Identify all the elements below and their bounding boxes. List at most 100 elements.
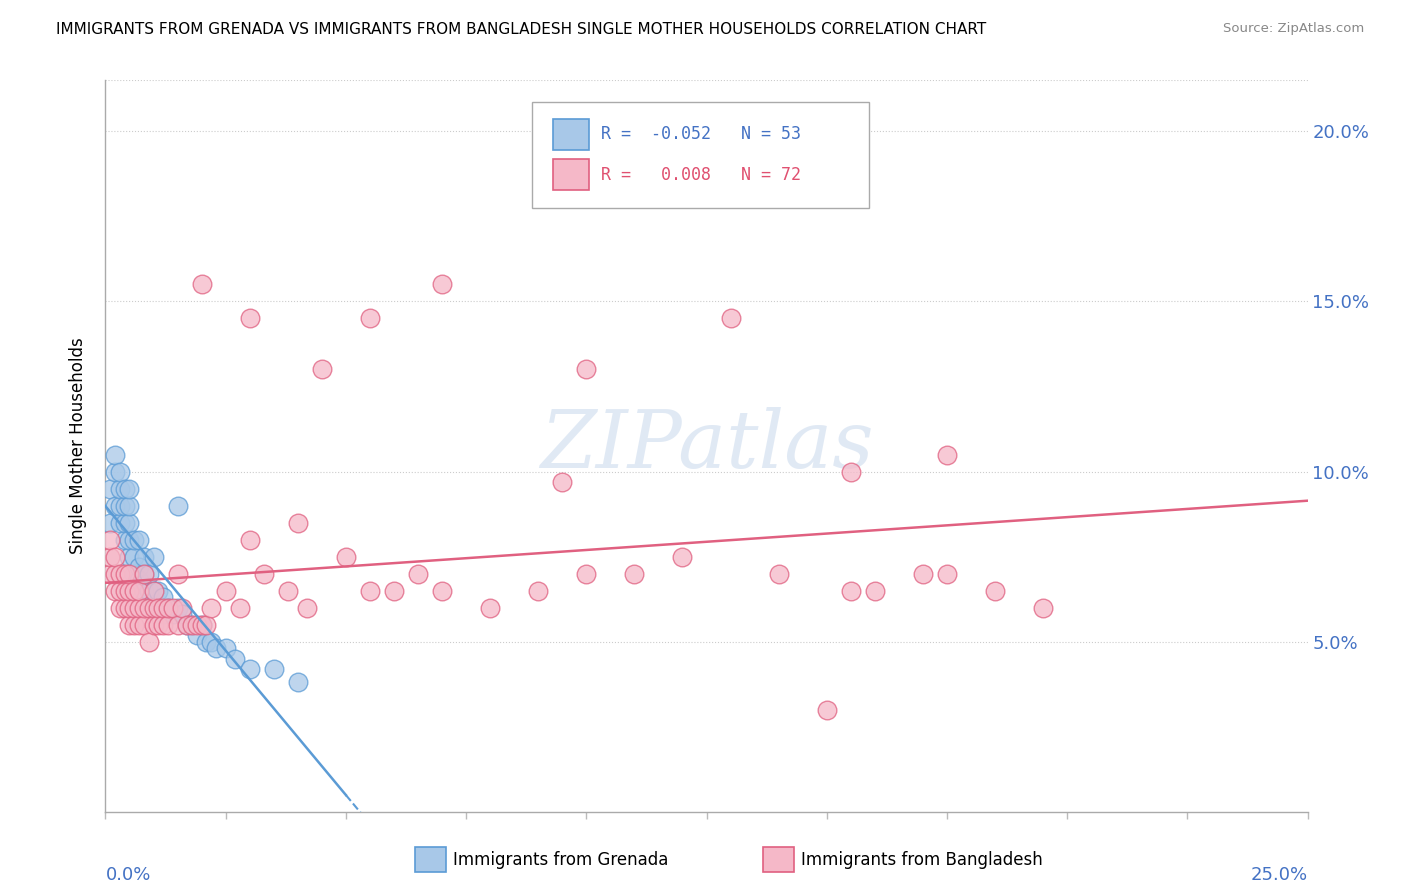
Point: [104, 499, 127, 513]
Point: [128, 559, 150, 574]
Point: [142, 617, 165, 632]
Point: [128, 600, 150, 615]
Point: [166, 617, 188, 632]
Point: [253, 566, 276, 581]
Point: [200, 634, 222, 648]
Point: [863, 583, 886, 598]
Point: [114, 533, 136, 547]
Point: [132, 549, 155, 564]
Point: [214, 641, 236, 656]
Point: [156, 600, 179, 615]
Point: [936, 448, 959, 462]
Text: Immigrants from Bangladesh: Immigrants from Bangladesh: [801, 851, 1043, 869]
Point: [114, 482, 136, 496]
Point: [108, 516, 131, 530]
Point: [138, 634, 160, 648]
Point: [186, 628, 208, 642]
Point: [118, 566, 141, 581]
Point: [152, 617, 174, 632]
Point: [128, 574, 150, 588]
Point: [359, 311, 381, 326]
Point: [114, 499, 136, 513]
Point: [114, 516, 136, 530]
Point: [142, 583, 165, 598]
Point: [936, 566, 959, 581]
Point: [148, 617, 170, 632]
Point: [124, 566, 146, 581]
Point: [152, 600, 174, 615]
Point: [108, 499, 131, 513]
Point: [142, 600, 165, 615]
Point: [124, 583, 146, 598]
Point: [124, 617, 146, 632]
Point: [200, 600, 222, 615]
Point: [239, 662, 262, 676]
Point: [186, 617, 208, 632]
Point: [128, 583, 150, 598]
Point: [205, 641, 228, 656]
Point: [138, 566, 160, 581]
Point: [430, 583, 453, 598]
Point: [104, 465, 127, 479]
Point: [118, 600, 141, 615]
Point: [152, 591, 174, 605]
Text: R =  -0.052   N = 53: R = -0.052 N = 53: [600, 126, 801, 144]
Point: [104, 549, 127, 564]
Point: [359, 583, 381, 598]
Point: [108, 465, 131, 479]
Point: [108, 566, 131, 581]
Point: [382, 583, 405, 598]
Point: [124, 533, 146, 547]
Point: [287, 516, 309, 530]
Point: [239, 311, 262, 326]
Point: [176, 617, 198, 632]
Point: [162, 607, 184, 622]
Y-axis label: Single Mother Households: Single Mother Households: [69, 338, 87, 554]
Point: [114, 566, 136, 581]
Point: [287, 675, 309, 690]
Point: [479, 600, 502, 615]
Point: [311, 362, 333, 376]
Point: [148, 600, 170, 615]
Point: [124, 600, 146, 615]
Point: [166, 600, 188, 615]
Point: [128, 533, 150, 547]
Text: Source: ZipAtlas.com: Source: ZipAtlas.com: [1223, 22, 1364, 36]
Point: [195, 617, 218, 632]
Point: [263, 662, 285, 676]
Point: [190, 617, 212, 632]
Point: [128, 617, 150, 632]
Point: [527, 583, 550, 598]
Point: [108, 482, 131, 496]
Point: [118, 583, 141, 598]
Point: [124, 549, 146, 564]
Point: [98, 566, 121, 581]
Point: [190, 617, 212, 632]
Point: [166, 499, 188, 513]
Point: [406, 566, 429, 581]
Point: [214, 583, 236, 598]
Point: [166, 566, 188, 581]
Text: IMMIGRANTS FROM GRENADA VS IMMIGRANTS FROM BANGLADESH SINGLE MOTHER HOUSEHOLDS C: IMMIGRANTS FROM GRENADA VS IMMIGRANTS FR…: [56, 22, 987, 37]
Point: [132, 566, 155, 581]
Point: [839, 583, 862, 598]
Point: [98, 533, 121, 547]
Bar: [553, 160, 589, 190]
Point: [118, 499, 141, 513]
Point: [195, 634, 218, 648]
Point: [156, 617, 179, 632]
Point: [138, 600, 160, 615]
Point: [181, 617, 204, 632]
Point: [190, 277, 212, 292]
Point: [104, 583, 127, 598]
Point: [551, 475, 574, 489]
Point: [335, 549, 357, 564]
Point: [108, 583, 131, 598]
Point: [229, 600, 252, 615]
Point: [575, 566, 598, 581]
Point: [132, 566, 155, 581]
Point: [104, 566, 127, 581]
Point: [156, 600, 179, 615]
Point: [172, 600, 194, 615]
Point: [575, 362, 598, 376]
